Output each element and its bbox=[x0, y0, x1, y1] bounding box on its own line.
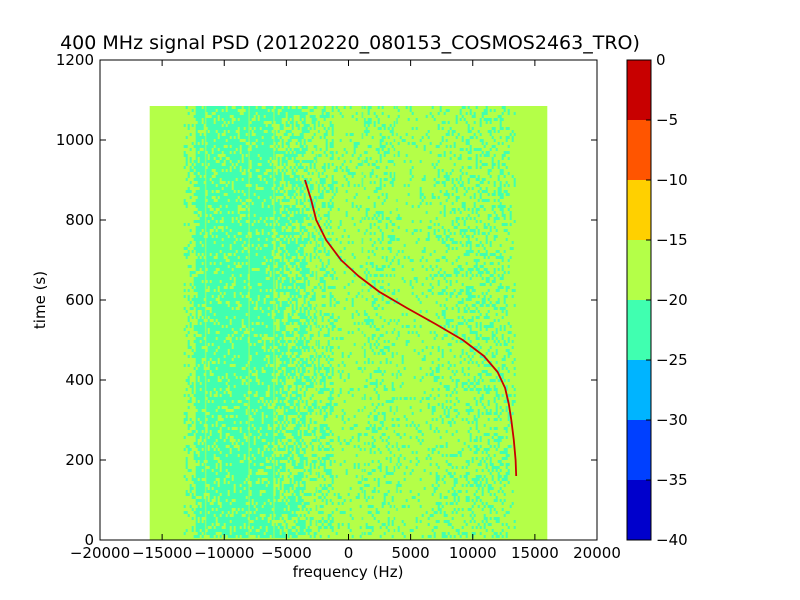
colorbar-tick-label: −40 bbox=[656, 531, 688, 549]
colorbar-tick-label: −5 bbox=[656, 111, 678, 129]
colorbar-band bbox=[627, 480, 651, 540]
spectrogram-area bbox=[149, 106, 548, 540]
x-tick-label: 5000 bbox=[392, 544, 430, 562]
colorbar-tick-label: −10 bbox=[656, 171, 688, 189]
x-tick-label: 10000 bbox=[449, 544, 497, 562]
x-tick-label: 20000 bbox=[573, 544, 621, 562]
colorbar-band bbox=[627, 120, 651, 180]
x-tick-label: −10000 bbox=[194, 544, 254, 562]
chart-title: 400 MHz signal PSD (20120220_080153_COSM… bbox=[60, 32, 640, 54]
colorbar-tick-label: −35 bbox=[656, 471, 688, 489]
y-tick-label: 1200 bbox=[56, 51, 94, 69]
y-axis: 0 200 400 600 800 1000 1200 bbox=[56, 51, 597, 549]
colorbar-tick-label: −30 bbox=[656, 411, 688, 429]
signal-track-line bbox=[304, 179, 518, 477]
signal-track bbox=[304, 179, 518, 477]
colorbar-band bbox=[627, 300, 651, 360]
colorbar-tick-label: −25 bbox=[656, 351, 688, 369]
y-tick-label: 800 bbox=[65, 211, 94, 229]
y-tick-label: 1000 bbox=[56, 131, 94, 149]
colorbar-band bbox=[627, 60, 651, 120]
colorbar-tick-label: −15 bbox=[656, 231, 688, 249]
colorbar-tick-label: 0 bbox=[656, 51, 666, 69]
y-axis-label: time (s) bbox=[31, 271, 49, 329]
x-axis: −20000 −15000 −10000 −5000 0 5000 10000 15000 20… bbox=[70, 60, 621, 562]
colorbar-band bbox=[627, 420, 651, 480]
y-tick-label: 400 bbox=[65, 371, 94, 389]
x-tick-label: −15000 bbox=[132, 544, 192, 562]
x-axis-label: frequency (Hz) bbox=[293, 563, 404, 581]
y-tick-label: 0 bbox=[84, 531, 94, 549]
x-tick-label: −5000 bbox=[261, 544, 312, 562]
colorbar bbox=[627, 60, 651, 540]
x-tick-label: −20000 bbox=[70, 544, 130, 562]
x-tick-label: 0 bbox=[344, 544, 354, 562]
y-tick-label: 200 bbox=[65, 451, 94, 469]
colorbar-ticks: 0 −5 −10 −15 −20 −25 −30 −35 −40 bbox=[646, 51, 688, 549]
spectrogram-noise bbox=[183, 106, 516, 538]
colorbar-band bbox=[627, 360, 651, 420]
y-tick-label: 600 bbox=[65, 291, 94, 309]
colorbar-tick-label: −20 bbox=[656, 291, 688, 309]
colorbar-band bbox=[627, 180, 651, 240]
colorbar-band bbox=[627, 240, 651, 300]
x-tick-label: 15000 bbox=[511, 544, 559, 562]
